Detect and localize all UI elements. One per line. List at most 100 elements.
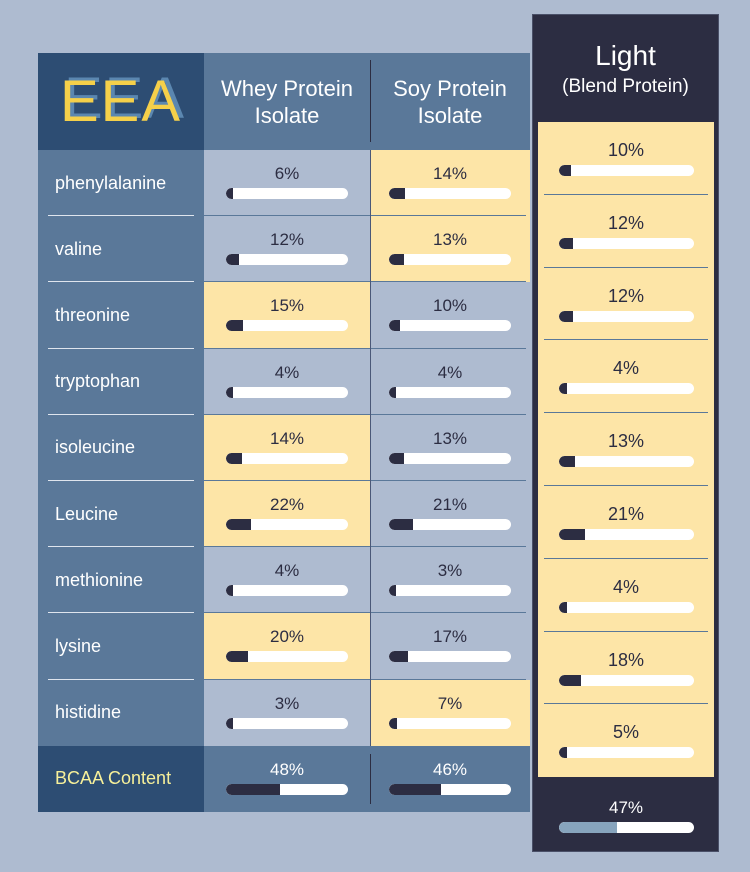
progress-bar bbox=[226, 717, 348, 729]
row-divider bbox=[48, 612, 194, 614]
cell-divider bbox=[370, 612, 526, 614]
progress-fill bbox=[558, 165, 571, 176]
progress-fill bbox=[558, 601, 567, 613]
progress-bar bbox=[226, 519, 348, 530]
header-soy-label: Soy Protein Isolate bbox=[393, 75, 507, 128]
progress-fill bbox=[389, 386, 397, 398]
progress-bar bbox=[389, 585, 511, 597]
cell-whey: 20% bbox=[204, 613, 370, 680]
progress-fill bbox=[226, 386, 234, 398]
value-label: 46% bbox=[432, 759, 468, 779]
progress-fill bbox=[558, 456, 575, 468]
column-divider bbox=[370, 282, 371, 349]
progress-fill bbox=[389, 320, 401, 332]
header-light: Light (Blend Protein) bbox=[532, 14, 719, 122]
progress-fill bbox=[389, 651, 409, 663]
header-light-title: Light bbox=[595, 40, 656, 71]
progress-fill bbox=[226, 585, 234, 597]
value-label: 21% bbox=[607, 504, 645, 524]
row-label-text: threonine bbox=[55, 304, 131, 325]
progress-fill bbox=[389, 452, 404, 464]
row-divider bbox=[48, 281, 194, 283]
progress-bar bbox=[558, 383, 694, 395]
value-label: 6% bbox=[274, 164, 300, 183]
cell-light: 12% bbox=[538, 194, 714, 268]
bcaa-cell-light: 47% bbox=[538, 790, 714, 856]
progress-fill bbox=[226, 651, 249, 663]
cell-whey: 6% bbox=[204, 150, 370, 217]
value-label: 14% bbox=[269, 428, 305, 448]
cell-divider bbox=[204, 215, 370, 217]
progress-bar bbox=[389, 651, 511, 663]
progress-bar bbox=[558, 822, 694, 833]
cell-divider bbox=[204, 479, 370, 481]
progress-bar bbox=[389, 519, 511, 530]
row-divider bbox=[48, 479, 194, 481]
cell-soy: 13% bbox=[370, 216, 530, 283]
progress-bar bbox=[226, 585, 348, 597]
cell-whey: 4% bbox=[204, 348, 370, 415]
row-label-threonine: threonine bbox=[38, 282, 204, 349]
column-divider bbox=[370, 150, 371, 217]
header-light-subtitle: (Blend Protein) bbox=[562, 76, 689, 97]
row-divider bbox=[48, 413, 194, 415]
progress-bar bbox=[558, 529, 694, 540]
bcaa-label: BCAA Content bbox=[38, 745, 204, 812]
cell-light: 21% bbox=[538, 486, 714, 559]
progress-fill bbox=[558, 747, 567, 759]
progress-fill bbox=[226, 188, 234, 199]
value-label: 18% bbox=[607, 649, 645, 670]
column-divider bbox=[370, 481, 371, 548]
progress-bar bbox=[389, 254, 511, 266]
value-label: 12% bbox=[607, 285, 645, 306]
progress-bar bbox=[558, 747, 694, 759]
cell-divider bbox=[204, 678, 370, 680]
progress-fill bbox=[226, 452, 242, 464]
progress-fill bbox=[389, 585, 397, 597]
row-label-text: valine bbox=[55, 238, 103, 259]
progress-fill bbox=[558, 822, 617, 833]
bcaa-label-text: BCAA Content bbox=[55, 768, 172, 789]
cell-soy: 14% bbox=[370, 150, 530, 217]
progress-bar bbox=[389, 717, 511, 729]
cell-light: 5% bbox=[538, 704, 714, 778]
cell-divider bbox=[204, 612, 370, 614]
value-label: 4% bbox=[437, 362, 463, 382]
cell-divider bbox=[370, 479, 526, 481]
row-label-text: isoleucine bbox=[55, 437, 136, 458]
cell-light: 18% bbox=[538, 631, 714, 705]
progress-fill bbox=[226, 717, 234, 729]
cell-whey: 4% bbox=[204, 547, 370, 614]
cell-light: 12% bbox=[538, 267, 714, 341]
row-label-leucine: Leucine bbox=[38, 481, 204, 548]
cell-whey: 22% bbox=[204, 481, 370, 548]
progress-fill bbox=[226, 254, 240, 266]
cell-light: 13% bbox=[538, 413, 714, 486]
cell-divider bbox=[544, 266, 708, 268]
cell-divider bbox=[544, 703, 708, 705]
bcaa-cell-whey: 48% bbox=[204, 745, 370, 812]
cell-divider bbox=[544, 193, 708, 195]
eea-title: EEA bbox=[38, 53, 204, 150]
progress-bar bbox=[558, 165, 694, 176]
value-label: 10% bbox=[432, 296, 468, 316]
row-label-methionine: methionine bbox=[38, 547, 204, 614]
row-label-text: Leucine bbox=[55, 503, 119, 524]
value-label: 5% bbox=[612, 722, 639, 743]
value-label: 14% bbox=[432, 164, 468, 183]
progress-bar bbox=[389, 452, 511, 464]
row-divider bbox=[48, 546, 194, 548]
row-label-text: histidine bbox=[55, 702, 122, 723]
value-label: 10% bbox=[607, 140, 645, 160]
row-label-valine: valine bbox=[38, 216, 204, 283]
value-label: 20% bbox=[269, 627, 305, 647]
progress-bar bbox=[558, 456, 694, 468]
cell-soy: 10% bbox=[370, 282, 530, 349]
progress-fill bbox=[558, 383, 567, 395]
value-label: 4% bbox=[612, 576, 639, 597]
header-soy: Soy Protein Isolate bbox=[370, 53, 530, 150]
column-divider bbox=[370, 679, 371, 746]
progress-fill bbox=[558, 529, 585, 540]
value-label: 47% bbox=[608, 798, 644, 817]
progress-bar bbox=[389, 783, 511, 795]
